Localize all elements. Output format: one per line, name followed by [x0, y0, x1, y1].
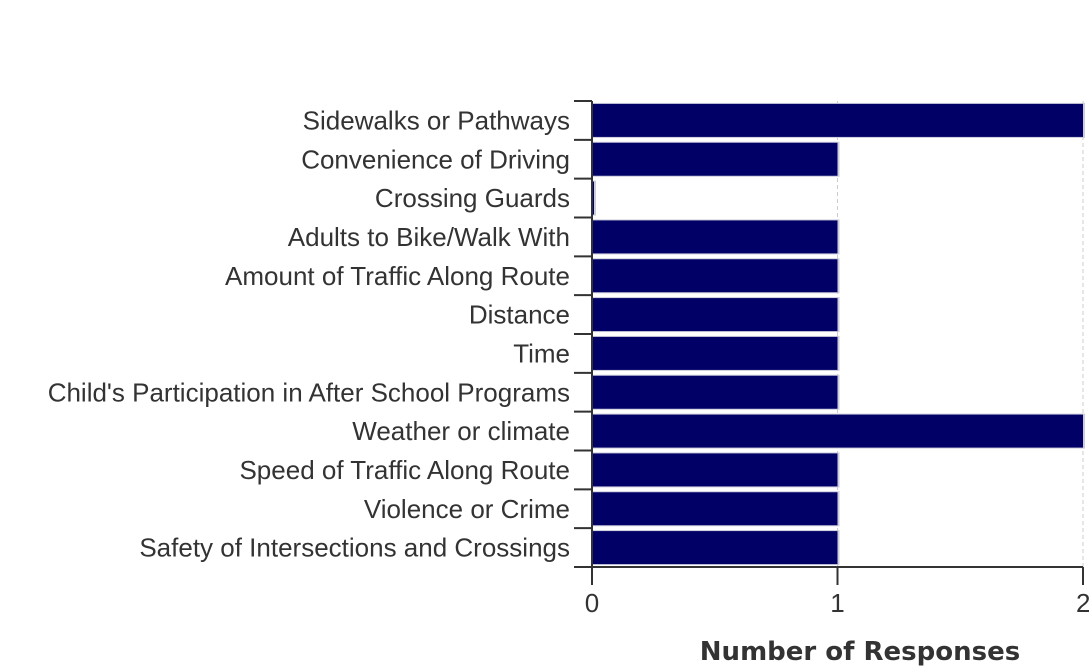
- grid-lines: [838, 101, 1084, 567]
- x-tick-label: 0: [585, 588, 599, 618]
- bar: [592, 415, 1083, 448]
- category-label: Sidewalks or Pathways: [303, 105, 570, 135]
- bar: [592, 298, 838, 331]
- category-labels: Sidewalks or Pathways Convenience of Driv…: [48, 105, 570, 562]
- x-axis-title: Number of Responses: [700, 637, 1020, 667]
- category-label: Violence or Crime: [364, 494, 570, 524]
- category-label: Child's Participation in After School Pr…: [48, 377, 570, 407]
- bar: [592, 453, 838, 486]
- category-label: Adults to Bike/Walk With: [288, 222, 570, 252]
- bar: [592, 337, 838, 370]
- category-label: Safety of Intersections and Crossings: [139, 533, 570, 563]
- bar: [592, 220, 838, 253]
- bar: [592, 259, 838, 292]
- bar: [592, 376, 838, 409]
- category-label: Amount of Traffic Along Route: [225, 261, 570, 291]
- category-label: Convenience of Driving: [301, 144, 570, 174]
- bar: [592, 492, 838, 525]
- category-label: Weather or climate: [352, 416, 570, 446]
- x-tick-label: 1: [830, 588, 844, 618]
- bar: [592, 143, 838, 176]
- category-label: Crossing Guards: [375, 183, 570, 213]
- category-label: Time: [513, 338, 570, 368]
- category-label: Distance: [469, 300, 570, 330]
- x-tick-label: 2: [1076, 588, 1089, 618]
- x-tick-labels: 0 1 2: [585, 588, 1089, 618]
- bar: [592, 531, 838, 564]
- category-label: Speed of Traffic Along Route: [239, 455, 570, 485]
- bars: [592, 103, 1085, 565]
- bar: [592, 104, 1083, 137]
